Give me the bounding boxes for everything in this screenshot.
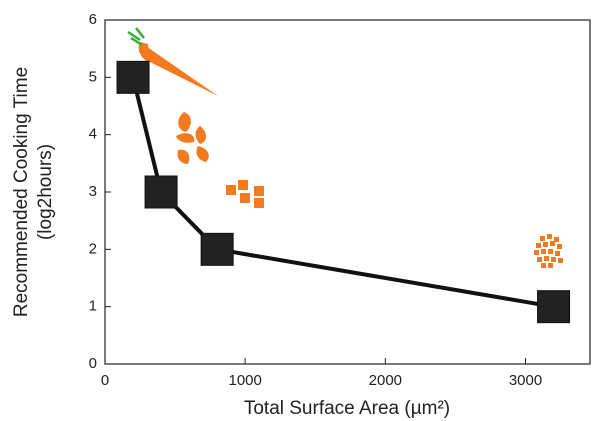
point-marker [116,60,150,94]
cubes-icon [226,180,264,208]
y-tick-label: 5 [89,68,97,85]
point-marker [200,232,234,266]
y-tick-label: 1 [89,298,97,315]
x-tick-label: 1000 [228,372,261,389]
y-tick-label: 3 [89,183,97,200]
carrot-icon [127,27,218,96]
x-tick-label: 2000 [369,372,402,389]
diced-icon [534,234,563,268]
y-axis-title-line: Recommended Cooking Time [11,67,32,317]
point-marker [144,175,178,209]
y-tick-label: 0 [89,355,97,372]
x-tick-label: 0 [101,372,109,389]
y-tick-label: 6 [89,11,97,28]
y-tick-label: 4 [89,126,97,143]
y-axis-title-line: (log2hours) [35,144,56,240]
x-axis-title: Total Surface Area (µm²) [244,398,450,419]
point-marker [537,290,571,324]
x-tick-label: 3000 [509,372,542,389]
y-axis-title: Recommended Cooking Time (log2hours) [11,67,56,317]
chunks-icon [176,112,209,164]
y-tick-label: 2 [89,240,97,257]
series-line [131,76,554,309]
